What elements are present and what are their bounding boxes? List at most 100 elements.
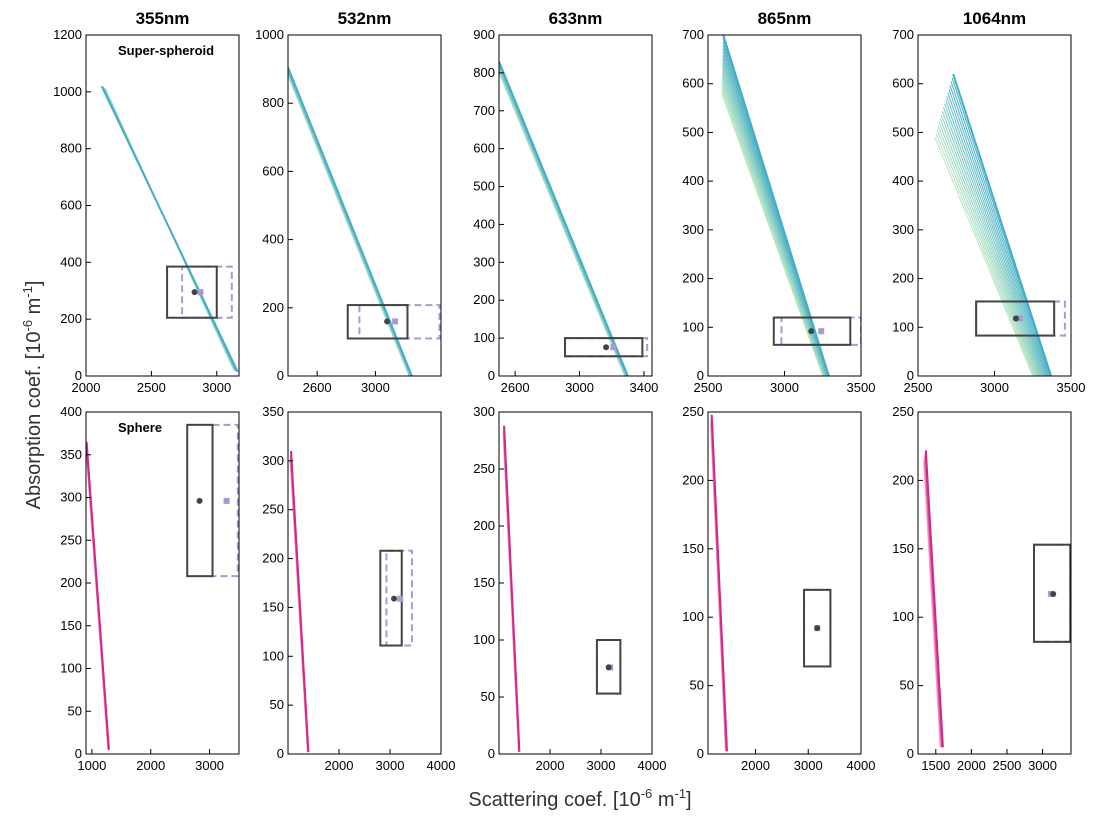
- panel-sphere-355nm: 1000 2000 3000 0 50 100 150 200 250 300 350 400 Sphe…: [60, 404, 240, 773]
- plot-area: [100, 85, 239, 373]
- panel-super-spheroid-633nm: 2600 3000 3400 0 100 200 300 400 500 600 700 800 900…: [473, 9, 658, 395]
- y-tick-label: 800: [262, 95, 284, 110]
- x-tick-label: 3000: [980, 380, 1009, 395]
- axes-frame: [498, 411, 653, 755]
- x-tick-label: 2500: [694, 380, 723, 395]
- y-tick-label: 0: [488, 746, 495, 761]
- measurement-point-dashed: [397, 595, 404, 602]
- measurement-point-solid: [603, 344, 610, 351]
- column-title: 532nm: [338, 9, 392, 28]
- y-tick-label: 100: [473, 632, 495, 647]
- axes-frame: [917, 411, 1072, 755]
- y-tick-label: 600: [892, 76, 914, 91]
- y-tick-label: 300: [262, 453, 284, 468]
- panel-model-label: Super-spheroid: [118, 43, 214, 58]
- measurement-point-dashed: [610, 344, 617, 351]
- x-tick-label: 1500: [921, 758, 950, 773]
- measurement-box-solid: [186, 423, 214, 578]
- simulation-curve: [936, 129, 1036, 376]
- simulation-curve: [942, 107, 1042, 376]
- y-tick-label: 150: [473, 575, 495, 590]
- x-tick-label: 3000: [195, 758, 224, 773]
- x-tick-label: 2000: [536, 758, 565, 773]
- x-tick-label: 2000: [72, 380, 101, 395]
- y-axis-label: Absorption coef. [10-6 m-1]: [20, 281, 45, 510]
- y-tick-label: 700: [473, 103, 495, 118]
- y-tick-label: 900: [473, 27, 495, 42]
- measurement-box-solid: [166, 265, 218, 319]
- y-tick-label: 300: [682, 222, 704, 237]
- measurement-point-dashed: [1016, 315, 1023, 322]
- axes-frame: [707, 411, 862, 755]
- y-tick-label: 200: [682, 271, 704, 286]
- panel-sphere-865nm: 2000 3000 4000 0 50 100 150 200 250: [682, 404, 875, 773]
- y-tick-label: 100: [892, 319, 914, 334]
- plot-area: [502, 425, 622, 752]
- x-tick-label: 2000: [741, 758, 770, 773]
- y-tick-label: 50: [481, 689, 495, 704]
- simulation-curve: [951, 77, 1051, 376]
- y-tick-label: 1200: [53, 27, 82, 42]
- y-tick-label: 0: [277, 368, 284, 383]
- y-tick-label: 600: [473, 141, 495, 156]
- y-tick-label: 500: [473, 179, 495, 194]
- column-title: 865nm: [758, 9, 812, 28]
- simulation-curve: [722, 35, 830, 376]
- measurement-box-solid: [772, 316, 852, 346]
- x-tick-label: 4000: [638, 758, 667, 773]
- y-tick-label: 150: [262, 599, 284, 614]
- y-tick-label: 400: [60, 254, 82, 269]
- x-tick-label: 2000: [136, 758, 165, 773]
- y-tick-label: 200: [60, 575, 82, 590]
- y-tick-label: 700: [682, 27, 704, 42]
- y-tick-label: 400: [262, 232, 284, 247]
- y-tick-label: 250: [682, 404, 704, 419]
- x-tick-label: 2600: [303, 380, 332, 395]
- panels-group: 2000 2500 3000020040060080010001200355nmSu…: [53, 9, 1085, 773]
- panel-sphere-1064nm: 1500 2000 2500 3000 0 50 100 150 200 250: [892, 404, 1072, 773]
- plot-area: [289, 451, 413, 753]
- measurement-point-dashed: [197, 289, 204, 296]
- measurement-point-solid: [391, 595, 398, 602]
- x-tick-label: 2500: [992, 758, 1021, 773]
- y-tick-label: 1000: [53, 84, 82, 99]
- panel-super-spheroid-865nm: 2500 3000 3500 0 100 200 300 400 500 600 700 865nm: [682, 9, 875, 395]
- axes-frame: [287, 34, 442, 377]
- plot-area: [86, 423, 239, 750]
- y-tick-label: 600: [60, 198, 82, 213]
- x-tick-label: 3000: [1028, 758, 1057, 773]
- measurement-point-solid: [605, 664, 612, 671]
- y-tick-label: 100: [682, 319, 704, 334]
- y-tick-label: 1000: [255, 27, 284, 42]
- x-tick-label: 1000: [77, 758, 106, 773]
- x-tick-label: 2500: [904, 380, 933, 395]
- measurement-point-solid: [1012, 315, 1019, 322]
- y-tick-label: 50: [690, 678, 704, 693]
- x-tick-label: 3000: [794, 758, 823, 773]
- measurement-box-dashed: [358, 304, 441, 340]
- measurement-point-solid: [814, 625, 821, 632]
- x-tick-label: 2500: [137, 380, 166, 395]
- measurement-point-dashed: [818, 328, 825, 335]
- y-tick-label: 500: [682, 124, 704, 139]
- y-tick-label: 50: [270, 697, 284, 712]
- plot-area: [923, 450, 1071, 748]
- x-tick-label: 2000: [325, 758, 354, 773]
- y-tick-label: 100: [60, 661, 82, 676]
- simulation-curve: [950, 81, 1050, 376]
- y-tick-label: 600: [682, 76, 704, 91]
- y-tick-label: 150: [682, 541, 704, 556]
- axes-frame: [85, 411, 240, 755]
- column-title: 633nm: [549, 9, 603, 28]
- measurement-box-solid: [564, 337, 644, 358]
- measurement-point-dashed: [223, 497, 230, 504]
- simulation-curve: [949, 84, 1049, 376]
- y-tick-label: 400: [60, 404, 82, 419]
- simulation-curve: [941, 111, 1041, 376]
- simulation-curve: [939, 118, 1039, 376]
- y-tick-label: 300: [892, 222, 914, 237]
- y-tick-label: 700: [892, 27, 914, 42]
- simulation-curve: [499, 61, 629, 376]
- y-tick-label: 150: [60, 618, 82, 633]
- measurement-point-solid: [191, 289, 198, 296]
